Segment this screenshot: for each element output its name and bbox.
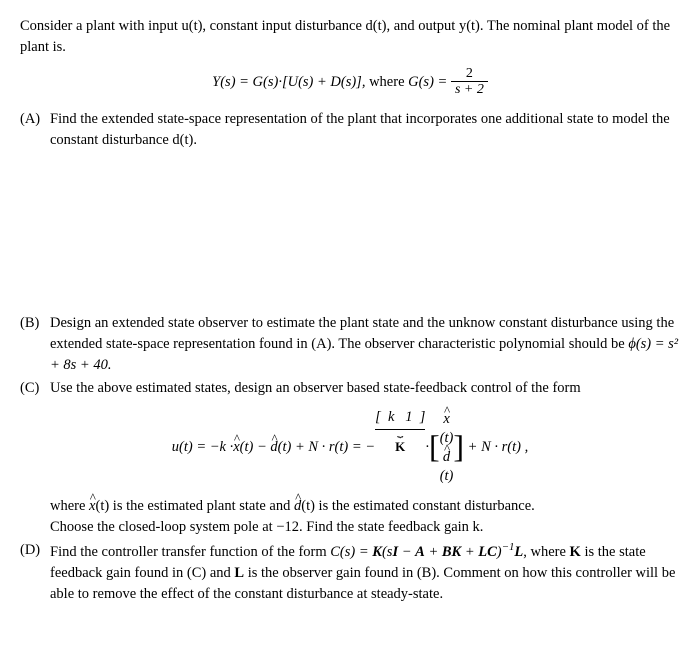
equation-plant-model: Y(s) = G(s)·[U(s) + D(s)], where G(s) = … <box>20 66 680 99</box>
part-b-label: (B) <box>20 313 50 376</box>
eq2-dhat: d <box>270 437 277 458</box>
ae2-1b: (t) is the estimated plant state and <box>95 498 294 514</box>
eq1-lhs: Y(s) = G(s)·[U(s) + D(s)], <box>212 74 365 90</box>
ae2-1c: (t) is the estimated constant disturbanc… <box>301 498 535 514</box>
part-b: (B) Design an extended state observer to… <box>20 313 680 376</box>
part-d-label: (D) <box>20 540 50 605</box>
ae2-1a: where <box>50 498 89 514</box>
ae2-xh: x <box>89 496 95 517</box>
part-c-label: (C) <box>20 378 50 399</box>
eq1-fraction: 2 s + 2 <box>451 66 488 99</box>
eq2-xhat: x <box>233 437 239 458</box>
pd-cs: C(s) = K(sI − A + BK + LC)−1L <box>330 544 523 560</box>
eq2-post: + N · r(t) , <box>464 439 528 455</box>
part-a-body: Find the extended state-space representa… <box>50 109 680 151</box>
eq1-num: 2 <box>451 66 488 82</box>
eq1-den: s + 2 <box>451 82 488 99</box>
bracket-left-icon: [ <box>429 431 440 461</box>
part-c-after: where x(t) is the estimated plant state … <box>20 496 680 538</box>
eq2-underbrace: [ k 1 ]⏟K <box>375 407 425 457</box>
part-b-text: Design an extended state observer to est… <box>50 315 674 352</box>
part-b-body: Design an extended state observer to est… <box>50 313 680 376</box>
part-a-label: (A) <box>20 109 50 151</box>
eq1-glabel: G(s) = <box>408 74 447 90</box>
intro-paragraph: Consider a plant with input u(t), consta… <box>20 16 680 58</box>
intro-text: Consider a plant with input u(t), consta… <box>20 18 670 55</box>
ae2-line2: Choose the closed-loop system pole at −1… <box>50 519 483 535</box>
part-c: (C) Use the above estimated states, desi… <box>20 378 680 399</box>
eq2-mid1: (t) − <box>240 439 271 455</box>
part-c-body: Use the above estimated states, design a… <box>50 378 680 399</box>
part-d: (D) Find the controller transfer functio… <box>20 540 680 605</box>
eq2-vector: x(t)d(t) <box>440 410 454 485</box>
bracket-right-icon: ] <box>453 431 464 461</box>
part-d-body: Find the controller transfer function of… <box>50 540 680 605</box>
equation-control-law: u(t) = −k ·x(t) − d(t) + N · r(t) = −[ k… <box>20 407 680 485</box>
eq2-ublabel: K <box>375 438 425 457</box>
pd-t1: Find the controller transfer function of… <box>50 544 330 560</box>
blank-space <box>20 153 680 313</box>
after-eq2: where x(t) is the estimated plant state … <box>50 496 680 538</box>
eq2-pre: u(t) = −k · <box>172 439 233 455</box>
ae2-dh: d <box>294 496 301 517</box>
part-a: (A) Find the extended state-space repres… <box>20 109 680 151</box>
eq2-mid2: (t) + N · r(t) = − <box>278 439 375 455</box>
eq1-where: where <box>369 74 408 90</box>
